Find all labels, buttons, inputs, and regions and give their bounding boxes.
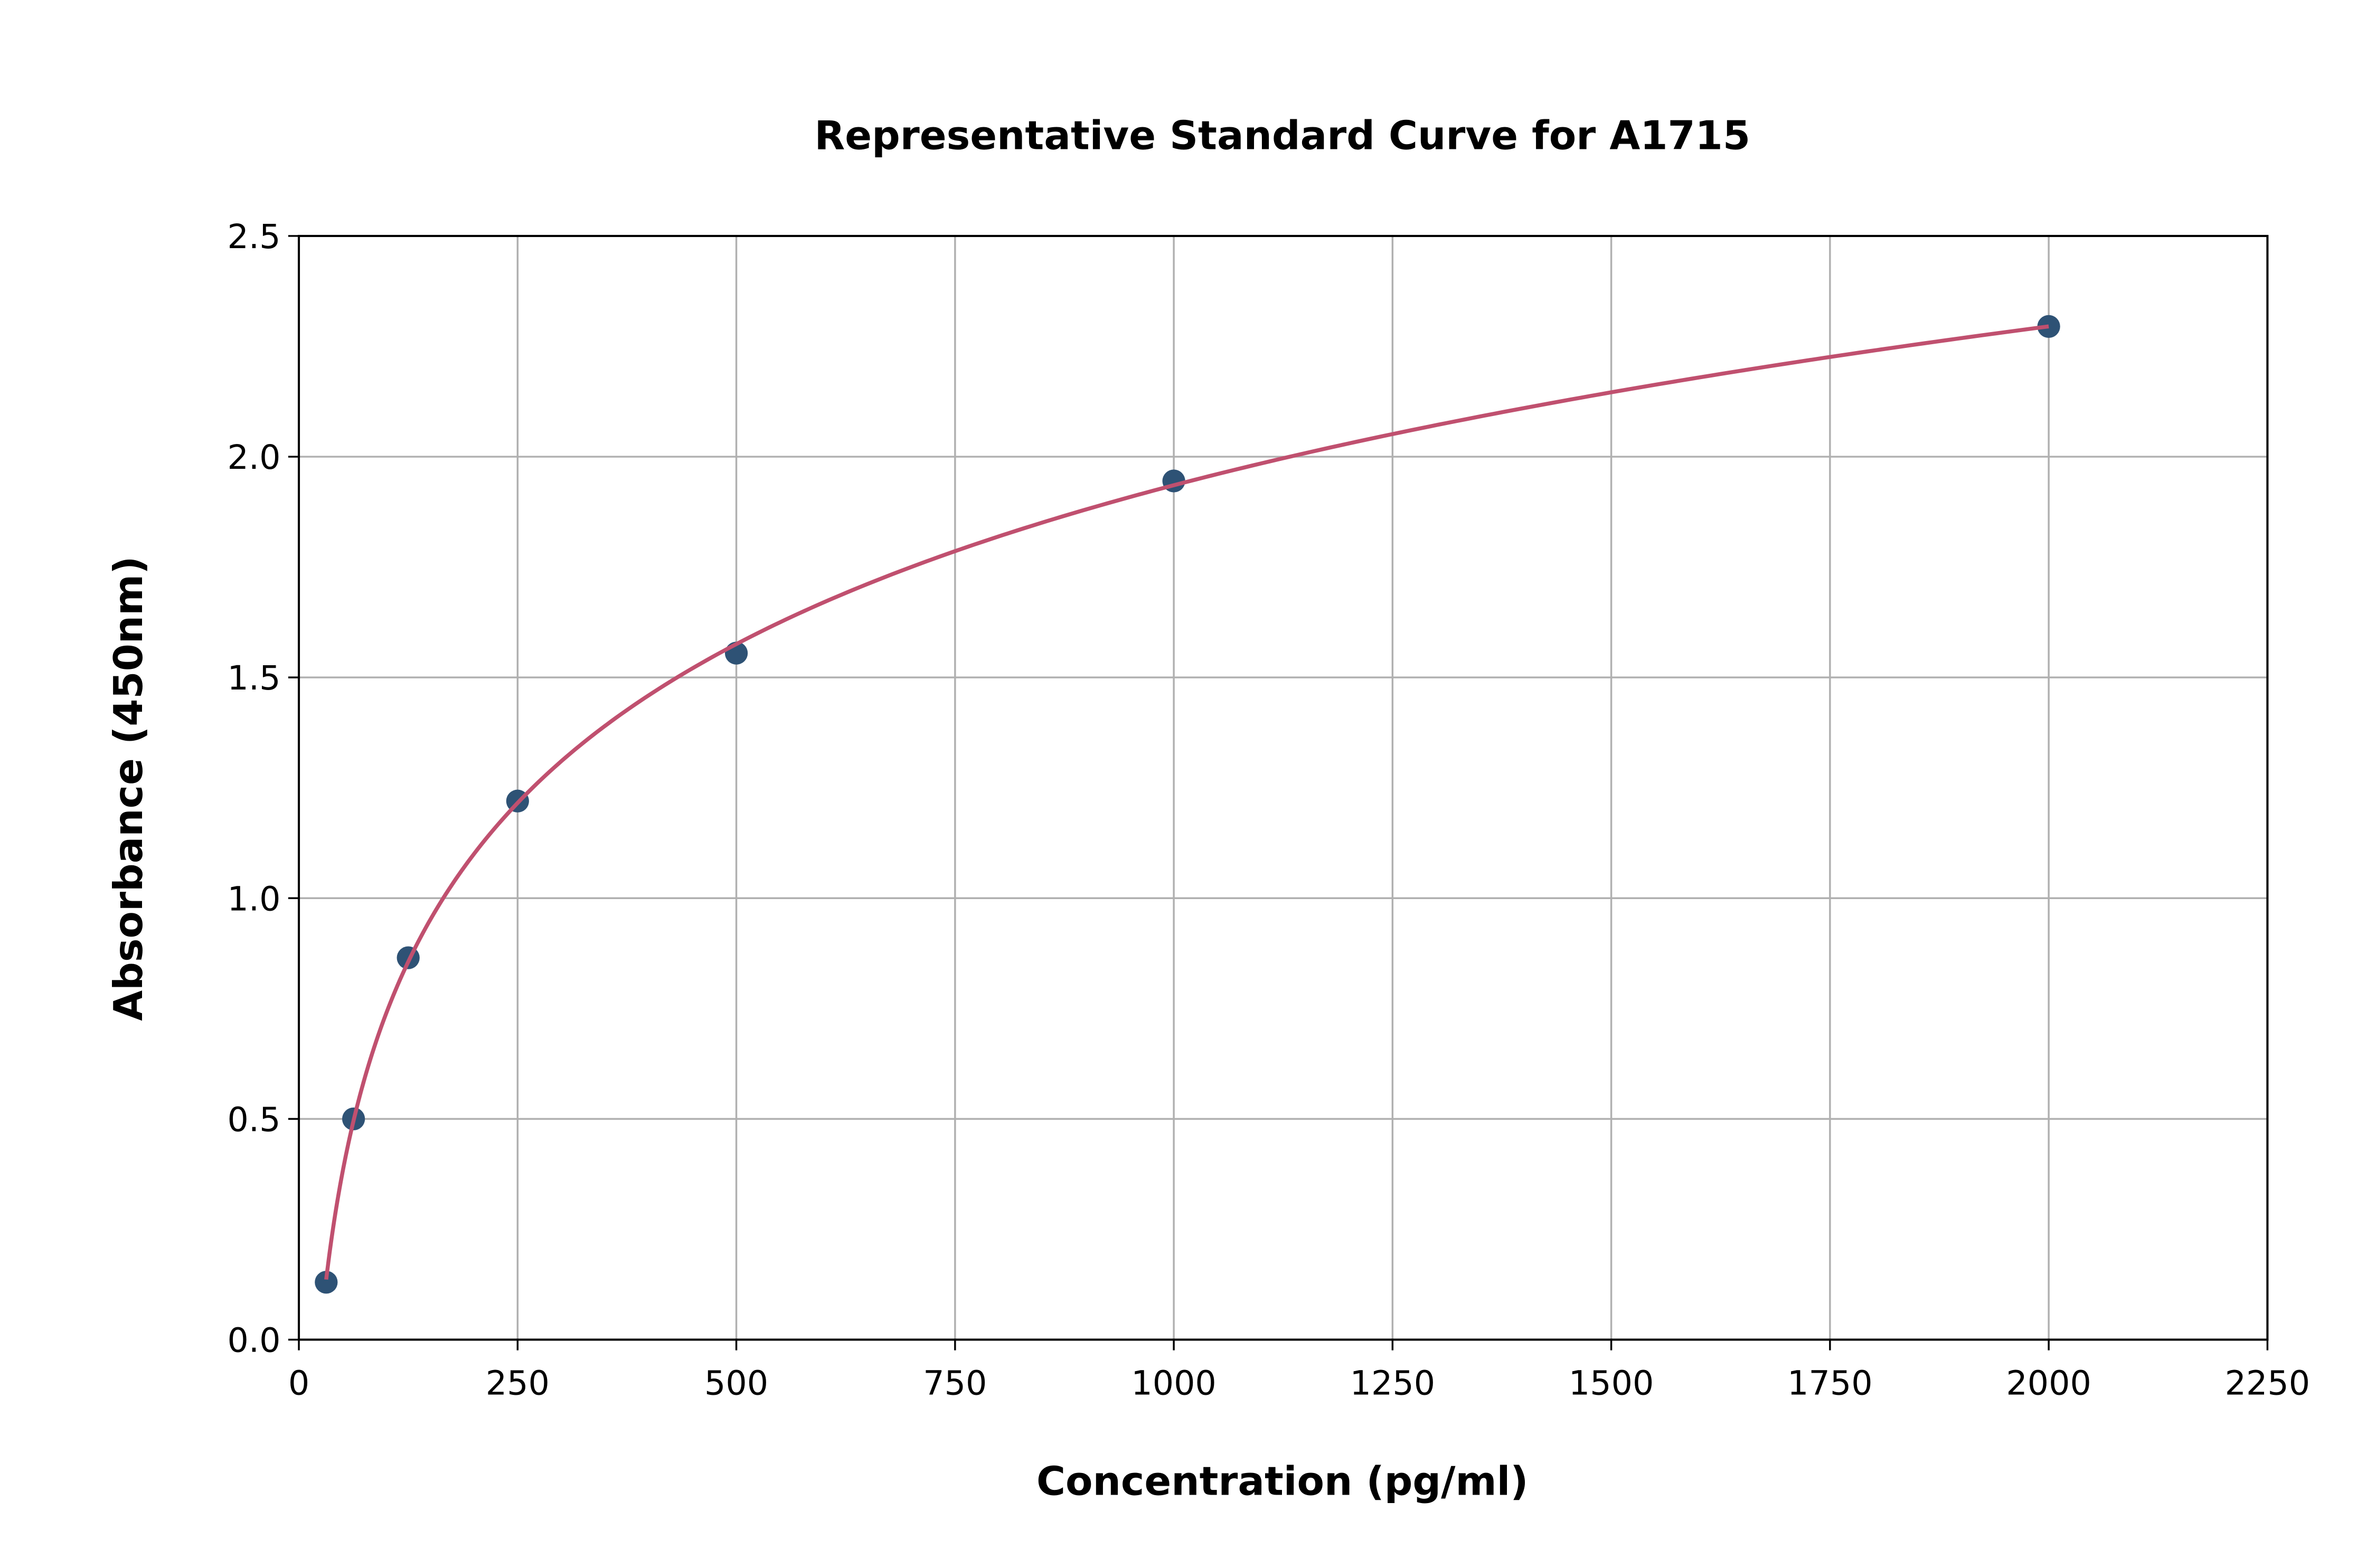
y-tick-label: 2.0 (228, 438, 281, 477)
y-axis-ticks: 0.0 0.5 1.0 1.5 2.0 2.5 (228, 217, 299, 1360)
data-point (315, 1271, 338, 1294)
x-tick-label: 750 (923, 1363, 987, 1402)
y-tick-label: 0.0 (228, 1321, 281, 1360)
chart-title: Representative Standard Curve for A1715 (815, 112, 1751, 159)
y-axis-label: Absorbance (450nm) (105, 556, 152, 1021)
y-tick-label: 0.5 (228, 1100, 281, 1139)
y-tick-label: 1.0 (228, 879, 281, 918)
x-axis-label: Concentration (pg/ml) (1036, 1458, 1529, 1505)
plot-frame (298, 234, 2269, 1341)
x-tick-label: 0 (288, 1363, 309, 1402)
x-tick-label: 1000 (1131, 1363, 1216, 1402)
y-tick-label: 1.5 (228, 658, 281, 697)
data-points (315, 315, 2060, 1294)
x-tick-label: 1250 (1350, 1363, 1435, 1402)
x-tick-label: 2250 (2225, 1363, 2310, 1402)
x-axis-ticks: 0 250 500 750 1000 1250 1500 1750 2000 2250 (288, 1339, 2310, 1402)
fit-curve (324, 324, 2049, 1280)
x-tick-label: 2000 (2006, 1363, 2091, 1402)
x-tick-label: 1500 (1569, 1363, 1654, 1402)
x-tick-label: 500 (704, 1363, 768, 1402)
y-tick-label: 2.5 (228, 217, 281, 256)
x-tick-label: 1750 (1787, 1363, 1872, 1402)
grid (298, 235, 2269, 1341)
x-tick-label: 250 (486, 1363, 550, 1402)
